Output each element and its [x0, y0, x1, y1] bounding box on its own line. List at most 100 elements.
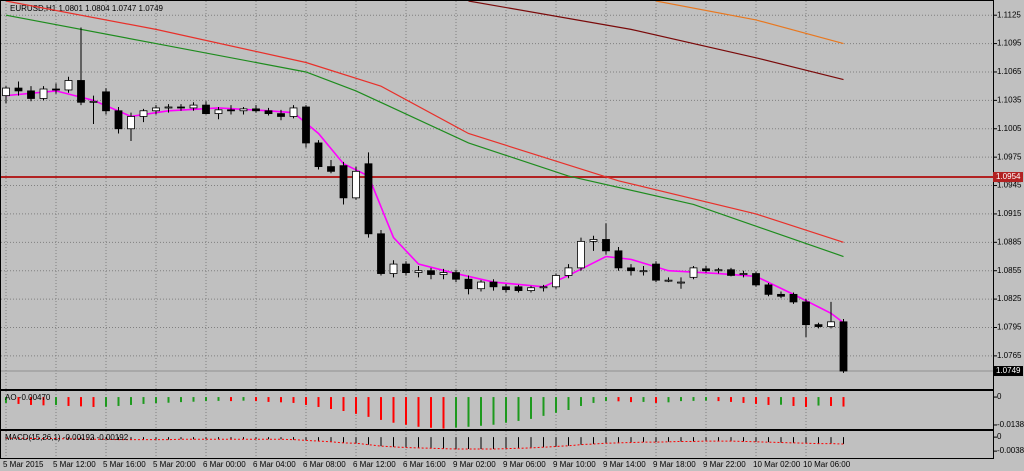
candle-body	[227, 109, 235, 112]
candle-body	[389, 263, 398, 274]
candle-body	[314, 142, 323, 168]
panel-frame	[0, 430, 994, 459]
x-tick-label: 5 Mar 20:00	[153, 460, 196, 469]
x-tick-label: 6 Mar 08:00	[303, 460, 346, 469]
candle-body	[689, 267, 698, 278]
level-label: 1.0954	[996, 172, 1021, 181]
candle-body	[839, 321, 848, 372]
candle-body	[514, 286, 523, 291]
y-tick-label: 1.1095	[997, 39, 1022, 48]
candle-body	[539, 286, 548, 289]
candle-body	[202, 104, 210, 115]
x-tick-label: 10 Mar 02:00	[753, 460, 801, 469]
x-tick-label: 9 Mar 06:00	[503, 460, 546, 469]
moving-average	[468, 1, 844, 81]
candle-body	[77, 80, 85, 103]
candle-body	[427, 270, 435, 275]
last-price-box	[993, 366, 1023, 377]
y-tick-label: 1.0885	[997, 237, 1022, 246]
candle-body	[814, 324, 823, 327]
chart-title: EURUSD,H1 1.0801 1.0804 1.0747 1.0749	[10, 4, 164, 13]
y-tick-label: 1.1125	[997, 10, 1021, 19]
candle-body	[777, 293, 785, 297]
y-tick-label: 1.0765	[997, 351, 1022, 360]
x-tick-label: 5 Mar 16:00	[103, 460, 146, 469]
candle-body	[14, 87, 23, 92]
candle-body	[677, 281, 685, 284]
y-tick-label: 1.0945	[997, 181, 1022, 190]
candle-body	[64, 80, 73, 91]
candle-body	[364, 163, 373, 235]
candle-body	[264, 110, 273, 115]
candle-body	[377, 233, 385, 274]
candle-body	[639, 270, 648, 273]
y-tick-label: 1.0825	[997, 294, 1022, 303]
x-tick-label: 9 Mar 14:00	[603, 460, 646, 469]
panel-title: MACD(15,26,1) -0.00192 -0.00192	[5, 433, 129, 442]
candle-body	[802, 301, 810, 326]
x-tick-label: 9 Mar 22:00	[703, 460, 746, 469]
candle-body	[739, 273, 748, 275]
x-tick-label: 9 Mar 18:00	[653, 460, 696, 469]
x-tick-label: 5 Mar 2015	[3, 460, 44, 469]
candle-body	[214, 109, 223, 115]
candle-body	[752, 273, 760, 286]
plot-area	[1, 1, 993, 373]
candle-body	[27, 90, 35, 99]
y-tick-label: 1.0915	[997, 209, 1022, 218]
candle-body	[289, 107, 298, 117]
level-label-box	[993, 172, 1023, 183]
candle-body	[489, 281, 498, 288]
candle-body	[127, 116, 135, 130]
x-tick-label: 9 Mar 02:00	[453, 460, 496, 469]
candle-body	[589, 239, 598, 242]
candle-body	[177, 106, 185, 109]
y-tick-label: 0	[997, 432, 1002, 441]
x-tick-label: 6 Mar 04:00	[253, 460, 296, 469]
candle-body	[252, 108, 260, 112]
y-tick-label: 1.1035	[997, 95, 1022, 104]
candle-body	[139, 110, 148, 117]
moving-average	[5, 1, 844, 243]
candle-body	[189, 104, 198, 109]
candle-body	[527, 287, 535, 291]
x-tick-label: 6 Mar 16:00	[403, 460, 446, 469]
candle-body	[477, 281, 485, 290]
candle-body	[702, 268, 710, 272]
candle-body	[552, 275, 560, 288]
panel-frame	[0, 0, 994, 390]
candle-body	[727, 269, 735, 276]
candle-body	[102, 91, 110, 112]
candle-body	[152, 107, 160, 112]
candle-body	[39, 88, 48, 99]
candle-body	[52, 88, 60, 91]
candle-body	[664, 279, 673, 282]
x-tick-label: 9 Mar 10:00	[553, 460, 596, 469]
candle-body	[339, 165, 348, 199]
candle-body	[439, 272, 448, 275]
panel-frame	[0, 390, 994, 430]
y-tick-label: 0	[997, 392, 1002, 401]
candle-body	[352, 170, 360, 199]
y-tick-label: 1.1005	[997, 124, 1022, 133]
candle-body	[627, 267, 635, 272]
candle-body	[502, 286, 510, 291]
moving-average	[5, 14, 844, 258]
candle-body	[239, 108, 248, 112]
candle-body	[414, 270, 423, 273]
candle-body	[827, 321, 835, 327]
x-tick-label: 6 Mar 12:00	[353, 460, 396, 469]
candle-body	[464, 278, 473, 290]
candle-body	[714, 269, 723, 272]
candle-body	[277, 113, 285, 117]
candle-body	[327, 166, 335, 172]
candle-body	[114, 110, 123, 130]
candle-body	[164, 106, 173, 109]
candle-body	[89, 100, 98, 103]
candle-body	[402, 263, 410, 273]
x-tick-label: 5 Mar 12:00	[53, 460, 96, 469]
candle-body	[564, 267, 573, 276]
candle-body	[302, 106, 310, 144]
